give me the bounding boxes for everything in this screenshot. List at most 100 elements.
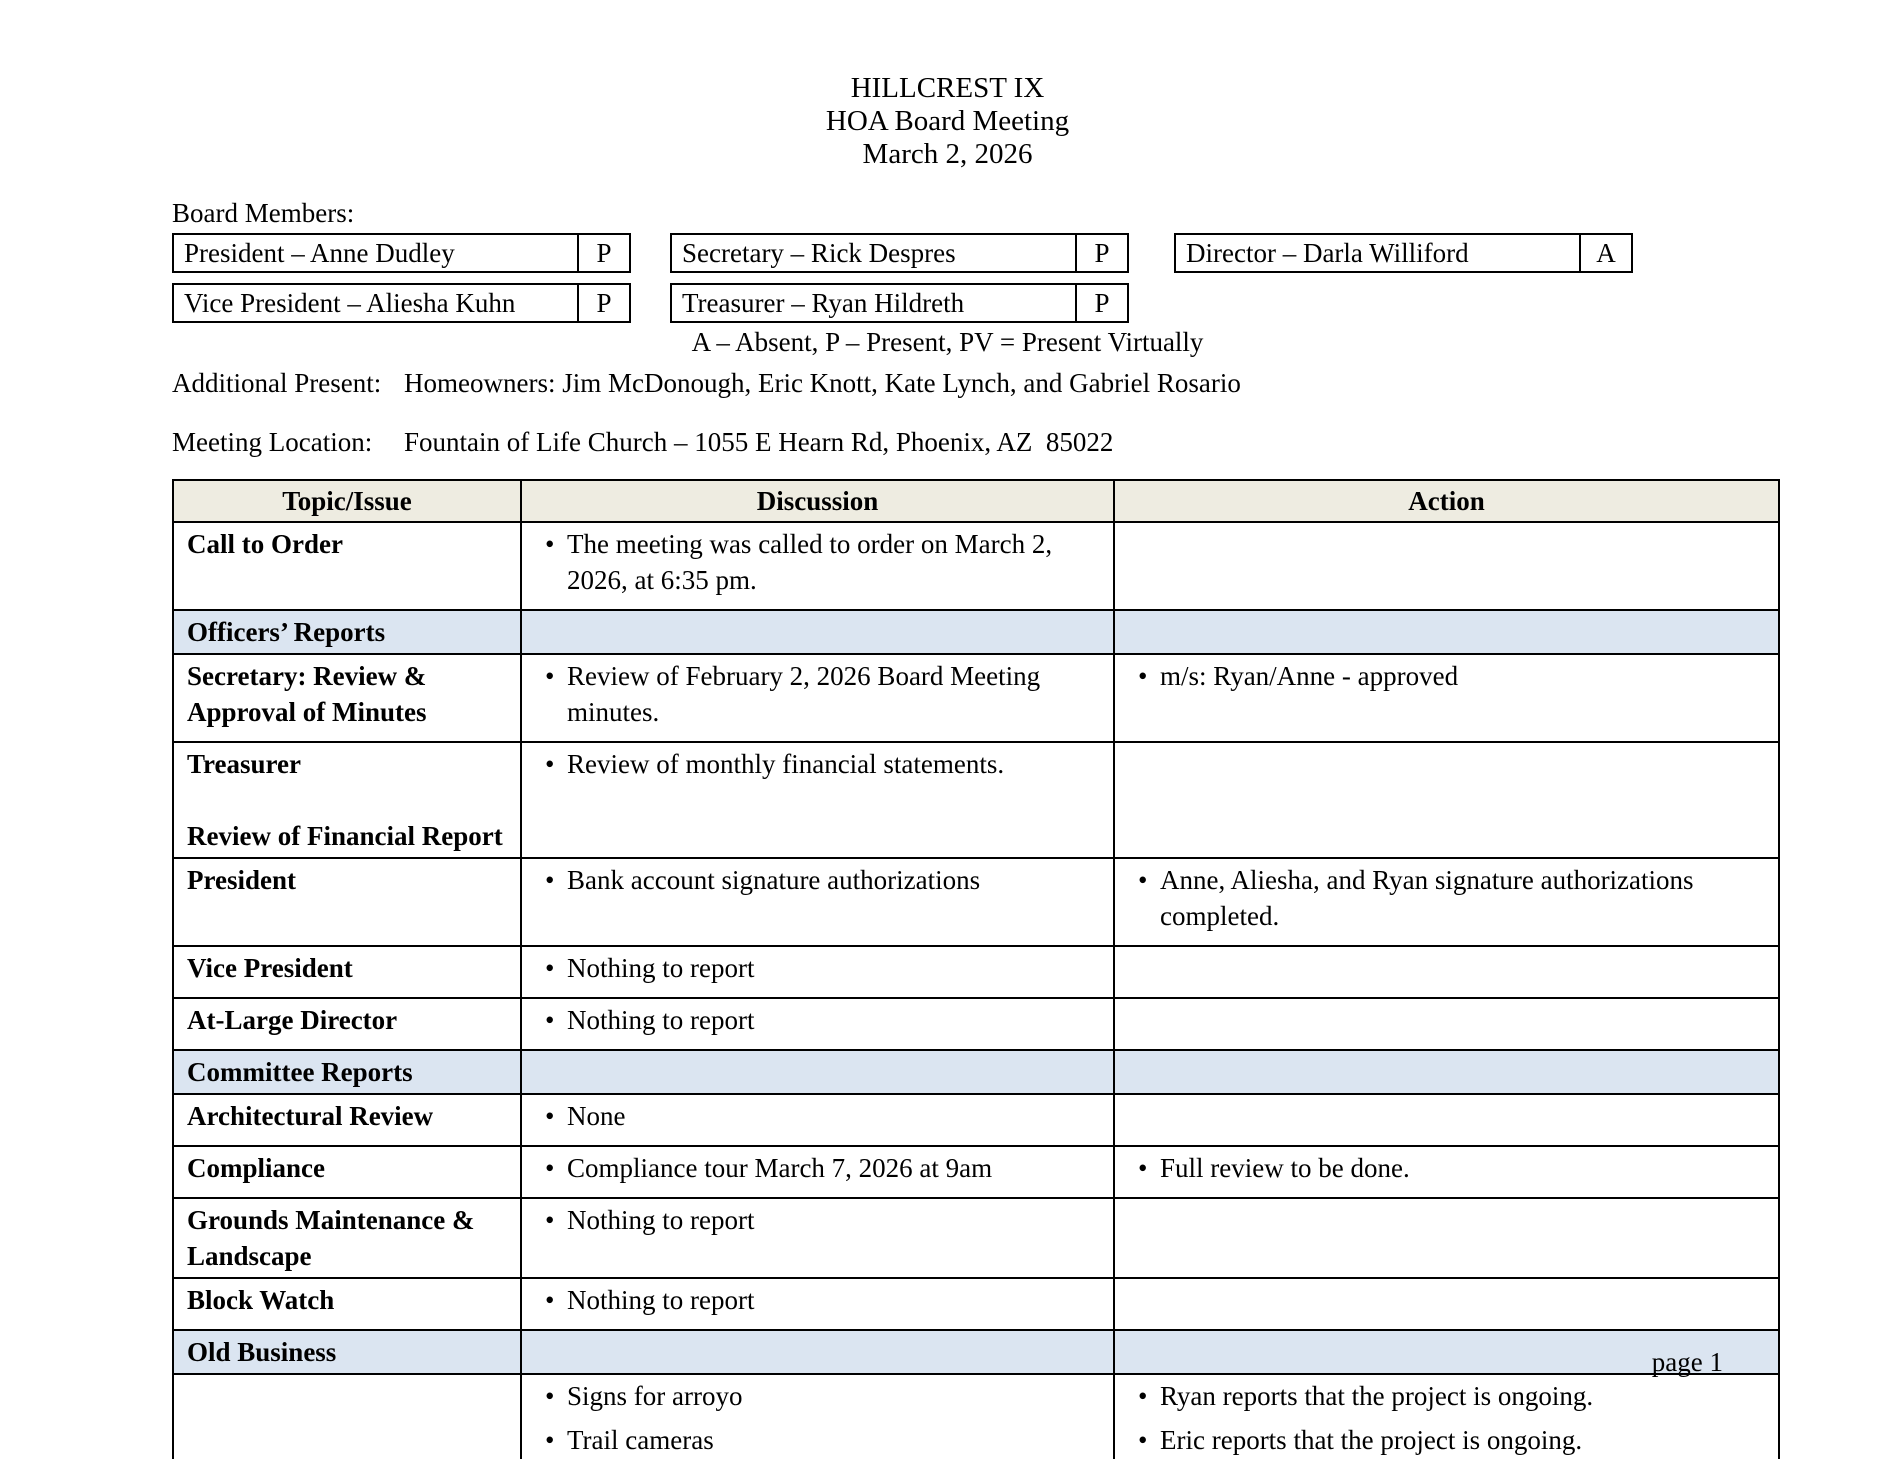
- section-empty-cell: [1113, 1049, 1780, 1095]
- table-row: Vice President • Nothing to report: [172, 945, 1780, 999]
- table-row: Architectural Review • None: [172, 1093, 1780, 1147]
- topic-line: Compliance: [187, 1153, 325, 1183]
- topic-line: Review of Financial Report: [187, 821, 503, 851]
- section-empty-cell: [520, 609, 1115, 655]
- bullet-icon: •: [1138, 1381, 1148, 1411]
- document-title-block: HILLCREST IX HOA Board Meeting March 2, …: [0, 72, 1895, 171]
- topic-cell: [172, 1373, 522, 1459]
- header-action: Action: [1113, 479, 1780, 523]
- topic-cell: Secretary: Review & Approval of Minutes: [172, 653, 522, 743]
- discussion-item: • Review of February 2, 2026 Board Meetin…: [540, 658, 1103, 730]
- section-title-cell: Old Business: [172, 1329, 522, 1375]
- board-members-row-1: President – Anne Dudley P Secretary – Rick…: [172, 233, 1778, 273]
- topic-line: Approval of Minutes: [187, 697, 427, 727]
- discussion-item: • None: [540, 1098, 1103, 1134]
- action-item: • Anne, Aliesha, and Ryan signature autho…: [1133, 862, 1768, 934]
- topic-cell: Treasurer Review of Financial Report: [172, 741, 522, 859]
- minutes-table-header-row: Topic/Issue Discussion Action: [172, 479, 1780, 523]
- discussion-cell: • Nothing to report: [520, 1197, 1115, 1279]
- discussion-text: The meeting was called to order on March…: [567, 529, 1053, 595]
- table-row: • Signs for arroyo • Trail cameras • Ryan rep…: [172, 1373, 1780, 1459]
- action-cell: • Anne, Aliesha, and Ryan signature autho…: [1113, 857, 1780, 947]
- action-item: • Full review to be done.: [1133, 1150, 1768, 1186]
- bullet-icon: •: [1138, 661, 1148, 691]
- bullet-icon: •: [545, 953, 555, 983]
- topic-cell: At-Large Director: [172, 997, 522, 1051]
- discussion-item: • Review of monthly financial statements.: [540, 746, 1103, 782]
- board-member-name: Secretary – Rick Despres: [682, 237, 956, 268]
- additional-present-label: Additional Present:: [172, 368, 382, 398]
- action-cell: [1113, 945, 1780, 999]
- board-member-name: Director – Darla Williford: [1186, 237, 1469, 268]
- action-item: • m/s: Ryan/Anne - approved: [1133, 658, 1768, 694]
- bullet-icon: •: [545, 1425, 555, 1455]
- action-cell: [1113, 1197, 1780, 1279]
- topic-line: Vice President: [187, 953, 353, 983]
- discussion-cell: • The meeting was called to order on Marc…: [520, 521, 1115, 611]
- topic-line: Treasurer: [187, 749, 301, 779]
- discussion-item: • Nothing to report: [540, 1202, 1103, 1238]
- topic-line: Block Watch: [187, 1285, 335, 1315]
- table-row: Block Watch • Nothing to report: [172, 1277, 1780, 1331]
- discussion-text: Nothing to report: [567, 1005, 755, 1035]
- table-row: Secretary: Review & Approval of Minutes • R…: [172, 653, 1780, 743]
- discussion-cell: • Nothing to report: [520, 945, 1115, 999]
- topic-line: President: [187, 865, 296, 895]
- meeting-location-value: Fountain of Life Church – 1055 E Hearn R…: [404, 427, 1114, 457]
- topic-line: At-Large Director: [187, 1005, 398, 1035]
- action-cell: • Ryan reports that the project is ongoin…: [1113, 1373, 1780, 1459]
- discussion-text: None: [567, 1101, 626, 1131]
- bullet-icon: •: [545, 749, 555, 779]
- table-row: At-Large Director • Nothing to report: [172, 997, 1780, 1051]
- meeting-location-label: Meeting Location:: [172, 427, 373, 457]
- board-members-label: Board Members:: [172, 198, 355, 228]
- topic-cell: Call to Order: [172, 521, 522, 611]
- board-member-box: Director – Darla Williford A: [1174, 233, 1633, 273]
- discussion-cell: • None: [520, 1093, 1115, 1147]
- section-title-cell: Officers’ Reports: [172, 609, 522, 655]
- discussion-text: Nothing to report: [567, 1285, 755, 1315]
- discussion-cell: • Compliance tour March 7, 2026 at 9am: [520, 1145, 1115, 1199]
- discussion-cell: • Nothing to report: [520, 1277, 1115, 1331]
- section-empty-cell: [520, 1049, 1115, 1095]
- section-row: Committee Reports: [172, 1049, 1780, 1095]
- topic-line: Grounds Maintenance &: [187, 1205, 475, 1235]
- discussion-item: • Trail cameras: [540, 1422, 1103, 1458]
- action-cell: [1113, 1277, 1780, 1331]
- discussion-item: • Bank account signature authorizations: [540, 862, 1103, 898]
- board-member-status: P: [1075, 235, 1127, 271]
- topic-line: Secretary: Review &: [187, 661, 427, 691]
- bullet-icon: •: [545, 529, 555, 559]
- action-cell: • m/s: Ryan/Anne - approved: [1113, 653, 1780, 743]
- action-cell: [1113, 521, 1780, 611]
- action-cell: [1113, 1093, 1780, 1147]
- board-member-name: Vice President – Aliesha Kuhn: [184, 287, 516, 318]
- bullet-icon: •: [1138, 1153, 1148, 1183]
- topic-line: Landscape: [187, 1241, 312, 1271]
- action-text: Eric reports that the project is ongoing…: [1160, 1425, 1583, 1455]
- action-text: Full review to be done.: [1160, 1153, 1410, 1183]
- action-item: • Eric reports that the project is ongoin…: [1133, 1422, 1768, 1458]
- title-line-date: March 2, 2026: [862, 138, 1033, 170]
- bullet-icon: •: [545, 1205, 555, 1235]
- page-number: page 1: [1651, 1347, 1723, 1377]
- section-row: Officers’ Reports: [172, 609, 1780, 655]
- section-empty-cell: [520, 1329, 1115, 1375]
- title-line-org: HILLCREST IX: [850, 72, 1045, 104]
- meeting-location-line: Meeting Location: Fountain of Life Church…: [172, 426, 1778, 459]
- topic-cell: President: [172, 857, 522, 947]
- table-row: Treasurer Review of Financial Report • Rev…: [172, 741, 1780, 859]
- action-text: m/s: Ryan/Anne - approved: [1160, 661, 1459, 691]
- minutes-table: Topic/Issue Discussion Action Call to Or…: [172, 479, 1780, 1459]
- discussion-item: • Nothing to report: [540, 950, 1103, 986]
- discussion-cell: • Bank account signature authorizations: [520, 857, 1115, 947]
- bullet-icon: •: [545, 1101, 555, 1131]
- topic-line: [187, 782, 510, 818]
- table-row: Call to Order • The meeting was called to …: [172, 521, 1780, 611]
- bullet-icon: •: [545, 1285, 555, 1315]
- board-member-name: President – Anne Dudley: [184, 237, 455, 268]
- topic-line: Call to Order: [187, 529, 343, 559]
- action-item: • Ryan reports that the project is ongoin…: [1133, 1378, 1768, 1414]
- discussion-text: Review of February 2, 2026 Board Meeting…: [567, 661, 1041, 727]
